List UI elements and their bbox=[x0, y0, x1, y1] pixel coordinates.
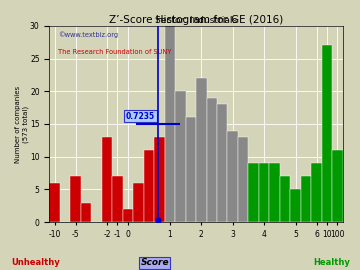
Bar bbox=[175, 91, 185, 222]
Bar bbox=[207, 98, 217, 222]
Bar bbox=[301, 176, 311, 222]
Bar bbox=[102, 137, 112, 222]
Bar bbox=[112, 176, 123, 222]
Bar bbox=[185, 117, 196, 222]
Text: Score: Score bbox=[140, 258, 169, 267]
Title: Z’-Score Histogram for GE (2016): Z’-Score Histogram for GE (2016) bbox=[109, 15, 283, 25]
Bar bbox=[154, 137, 165, 222]
Y-axis label: Number of companies
(573 total): Number of companies (573 total) bbox=[15, 85, 28, 163]
Bar bbox=[238, 137, 248, 222]
Bar bbox=[81, 202, 91, 222]
Bar bbox=[259, 163, 269, 222]
Text: 0.7235: 0.7235 bbox=[126, 112, 155, 121]
Text: ©www.textbiz.org: ©www.textbiz.org bbox=[58, 32, 118, 38]
Bar bbox=[196, 78, 207, 222]
Text: Healthy: Healthy bbox=[313, 258, 350, 267]
Bar bbox=[269, 163, 280, 222]
Bar bbox=[133, 183, 144, 222]
Bar bbox=[311, 163, 322, 222]
Bar bbox=[144, 150, 154, 222]
Bar bbox=[123, 209, 133, 222]
Bar bbox=[228, 130, 238, 222]
Text: The Research Foundation of SUNY: The Research Foundation of SUNY bbox=[58, 49, 172, 55]
Bar bbox=[332, 150, 343, 222]
Bar bbox=[291, 190, 301, 222]
Bar bbox=[70, 176, 81, 222]
Bar bbox=[322, 45, 332, 222]
Bar bbox=[165, 26, 175, 222]
Text: Sector: Industrials: Sector: Industrials bbox=[155, 16, 237, 25]
Bar bbox=[280, 176, 291, 222]
Text: Unhealthy: Unhealthy bbox=[12, 258, 60, 267]
Bar bbox=[49, 183, 60, 222]
Bar bbox=[217, 104, 228, 222]
Bar bbox=[248, 163, 259, 222]
